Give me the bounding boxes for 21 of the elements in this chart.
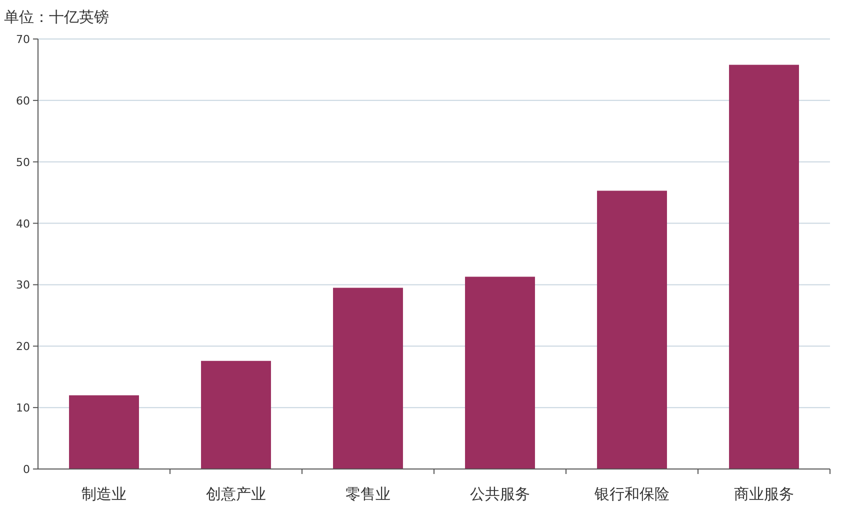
y-tick-label: 70 [16, 33, 30, 46]
bar [597, 190, 667, 469]
bar [201, 360, 271, 469]
bar [729, 64, 799, 469]
x-tick-label: 公共服务 [470, 485, 530, 503]
y-tick-label: 0 [23, 463, 30, 476]
bar [333, 288, 403, 469]
y-tick-label: 30 [16, 278, 30, 292]
x-tick-label: 制造业 [82, 485, 126, 503]
y-axis-title: 单位：十亿英镑 [4, 8, 109, 26]
x-tick-label: 商业服务 [734, 485, 794, 503]
y-tick-label: 20 [16, 340, 30, 354]
bar [69, 395, 139, 469]
x-tick-label: 银行和保险 [594, 485, 670, 503]
y-tick-label: 10 [16, 402, 30, 415]
y-tick-label: 60 [16, 94, 30, 108]
y-tick-label: 40 [16, 217, 30, 230]
x-tick-label: 零售业 [346, 485, 390, 503]
y-tick-label: 50 [16, 156, 30, 169]
bar [465, 276, 535, 469]
x-tick-label: 创意产业 [206, 485, 266, 503]
